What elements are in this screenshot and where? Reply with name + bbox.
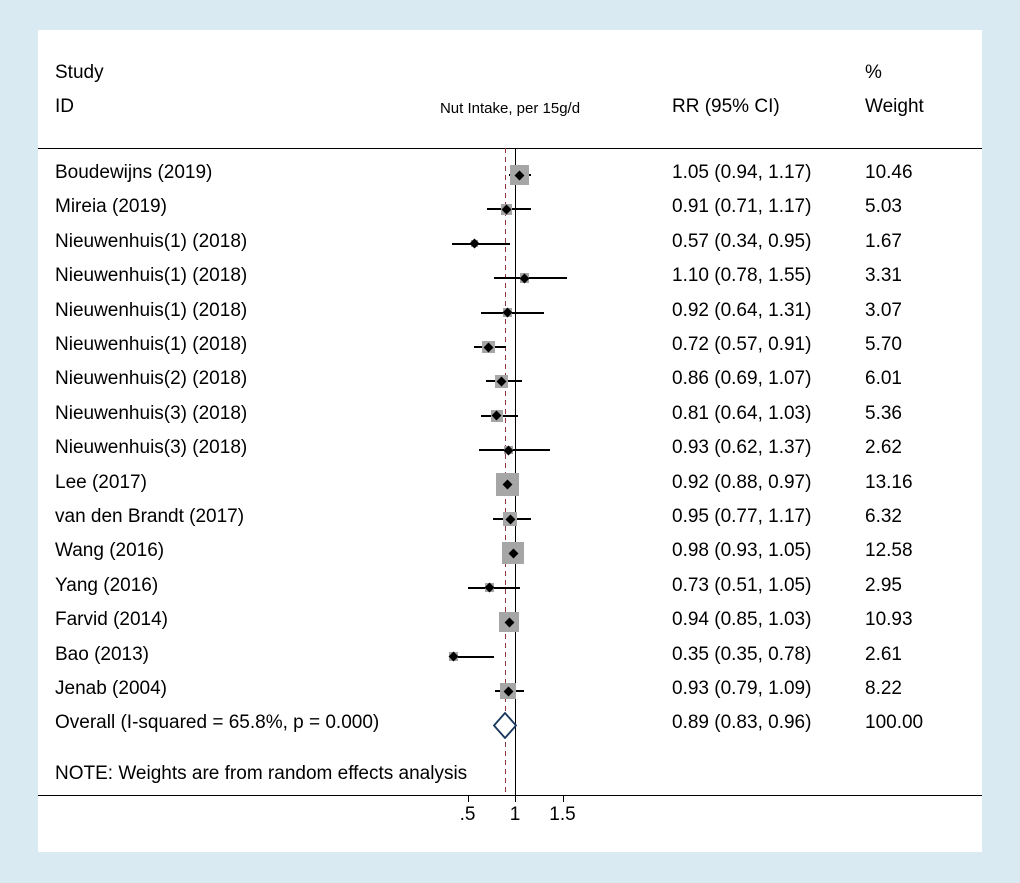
overall-label: Overall (I-squared = 65.8%, p = 0.000) bbox=[55, 712, 380, 734]
study-label: Nieuwenhuis(1) (2018) bbox=[55, 265, 248, 287]
rr-value: 0.95 (0.77, 1.17) bbox=[672, 506, 812, 527]
rr-value: 0.92 (0.64, 1.31) bbox=[672, 299, 812, 321]
rr-value: 0.86 (0.69, 1.07) bbox=[672, 368, 812, 390]
rr-value: 0.35 (0.35, 0.78) bbox=[672, 643, 812, 665]
weight-value: 2.62 bbox=[865, 437, 902, 459]
note-text: NOTE: Weights are from random effects an… bbox=[55, 763, 468, 784]
weight-value: 3.07 bbox=[865, 299, 902, 321]
overall-diamond-shape bbox=[492, 711, 518, 740]
weight-value: 5.36 bbox=[865, 402, 902, 424]
overall-weight-value: 100.00 bbox=[865, 712, 924, 734]
weight-value: 10.46 bbox=[865, 162, 913, 183]
rr-value: 0.98 (0.93, 1.05) bbox=[672, 540, 812, 562]
study-label: Nieuwenhuis(3) (2018) bbox=[55, 402, 248, 424]
ci-line bbox=[452, 242, 511, 245]
study-label: Mireia (2019) bbox=[55, 196, 167, 218]
plot-panel: Study ID Nut Intake, per 15g/d RR (95% C… bbox=[38, 30, 982, 852]
rr-value: 1.10 (0.78, 1.55) bbox=[672, 265, 812, 287]
weight-value: 12.58 bbox=[865, 540, 913, 562]
ci-line bbox=[453, 655, 495, 658]
x-axis-tick-label: 1.5 bbox=[549, 804, 576, 825]
study-label: Boudewijns (2019) bbox=[55, 162, 213, 183]
study-label: Jenab (2004) bbox=[55, 678, 167, 699]
ci-line bbox=[480, 311, 545, 314]
header-exposure-axis-title: Nut Intake, per 15g/d bbox=[439, 100, 581, 117]
weight-value: 6.01 bbox=[865, 368, 902, 390]
rr-value: 0.73 (0.51, 1.05) bbox=[672, 574, 812, 596]
rr-value: 0.72 (0.57, 0.91) bbox=[672, 334, 812, 355]
rr-value: 0.81 (0.64, 1.03) bbox=[672, 402, 812, 424]
x-axis-tick-mark bbox=[562, 795, 564, 802]
rr-value: 0.94 (0.85, 1.03) bbox=[672, 609, 812, 631]
rr-value: 0.57 (0.34, 0.95) bbox=[672, 230, 812, 252]
null-effect-line bbox=[515, 148, 516, 795]
header-percent: % bbox=[865, 62, 882, 83]
rr-value: 0.92 (0.88, 0.97) bbox=[672, 471, 812, 493]
study-label: Nieuwenhuis(2) (2018) bbox=[55, 368, 248, 390]
rr-value: 0.93 (0.79, 1.09) bbox=[672, 678, 812, 699]
header-rr-ci: RR (95% CI) bbox=[672, 96, 780, 117]
study-label: Farvid (2014) bbox=[55, 609, 168, 631]
weight-value: 13.16 bbox=[865, 471, 913, 493]
study-label: Nieuwenhuis(1) (2018) bbox=[55, 230, 248, 252]
study-label: Nieuwenhuis(1) (2018) bbox=[55, 334, 248, 355]
header-study: Study bbox=[55, 62, 104, 83]
x-axis-tick-label: .5 bbox=[459, 804, 476, 825]
overall-estimate-dashed-line bbox=[504, 148, 506, 795]
ci-line bbox=[478, 449, 551, 452]
x-axis-tick-mark bbox=[467, 795, 469, 802]
study-label: Nieuwenhuis(1) (2018) bbox=[55, 299, 248, 321]
weight-value: 8.22 bbox=[865, 678, 902, 699]
weight-value: 5.03 bbox=[865, 196, 902, 218]
study-label: van den Brandt (2017) bbox=[55, 506, 245, 527]
x-axis-tick-mark bbox=[515, 795, 516, 802]
weight-value: 6.32 bbox=[865, 506, 902, 527]
study-label: Nieuwenhuis(3) (2018) bbox=[55, 437, 248, 459]
weight-value: 10.93 bbox=[865, 609, 913, 631]
header-separator-line bbox=[38, 148, 982, 149]
study-label: Lee (2017) bbox=[55, 471, 147, 493]
rr-value: 0.93 (0.62, 1.37) bbox=[672, 437, 812, 459]
weight-value: 5.70 bbox=[865, 334, 902, 355]
header-id: ID bbox=[55, 96, 74, 117]
x-axis-tick-label: 1 bbox=[509, 804, 521, 825]
weight-value: 2.61 bbox=[865, 643, 902, 665]
overall-diamond bbox=[492, 711, 518, 740]
weight-value: 1.67 bbox=[865, 230, 902, 252]
weight-value: 3.31 bbox=[865, 265, 902, 287]
rr-value: 1.05 (0.94, 1.17) bbox=[672, 162, 812, 183]
weight-value: 2.95 bbox=[865, 574, 902, 596]
ci-line bbox=[494, 277, 568, 280]
study-label: Bao (2013) bbox=[55, 643, 150, 665]
study-label: Yang (2016) bbox=[55, 574, 159, 596]
overall-rr-value: 0.89 (0.83, 0.96) bbox=[672, 712, 812, 734]
x-axis-line bbox=[38, 795, 982, 796]
rr-value: 0.91 (0.71, 1.17) bbox=[672, 196, 812, 218]
study-label: Wang (2016) bbox=[55, 540, 165, 562]
header-weight: Weight bbox=[865, 96, 924, 117]
